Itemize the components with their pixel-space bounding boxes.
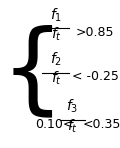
Text: >0.85: >0.85 — [76, 26, 114, 39]
Text: $f_t$: $f_t$ — [51, 25, 62, 43]
Text: < -0.25: < -0.25 — [72, 70, 118, 83]
Text: <0.35: <0.35 — [83, 118, 120, 131]
Text: 0.10<: 0.10< — [35, 118, 74, 131]
Text: $f_2$: $f_2$ — [50, 51, 63, 68]
Text: $f_t$: $f_t$ — [67, 117, 78, 135]
Text: $f_3$: $f_3$ — [66, 98, 79, 115]
Text: $\{$: $\{$ — [0, 26, 53, 122]
Text: $f_t$: $f_t$ — [51, 70, 62, 87]
Text: $f_1$: $f_1$ — [50, 6, 63, 24]
